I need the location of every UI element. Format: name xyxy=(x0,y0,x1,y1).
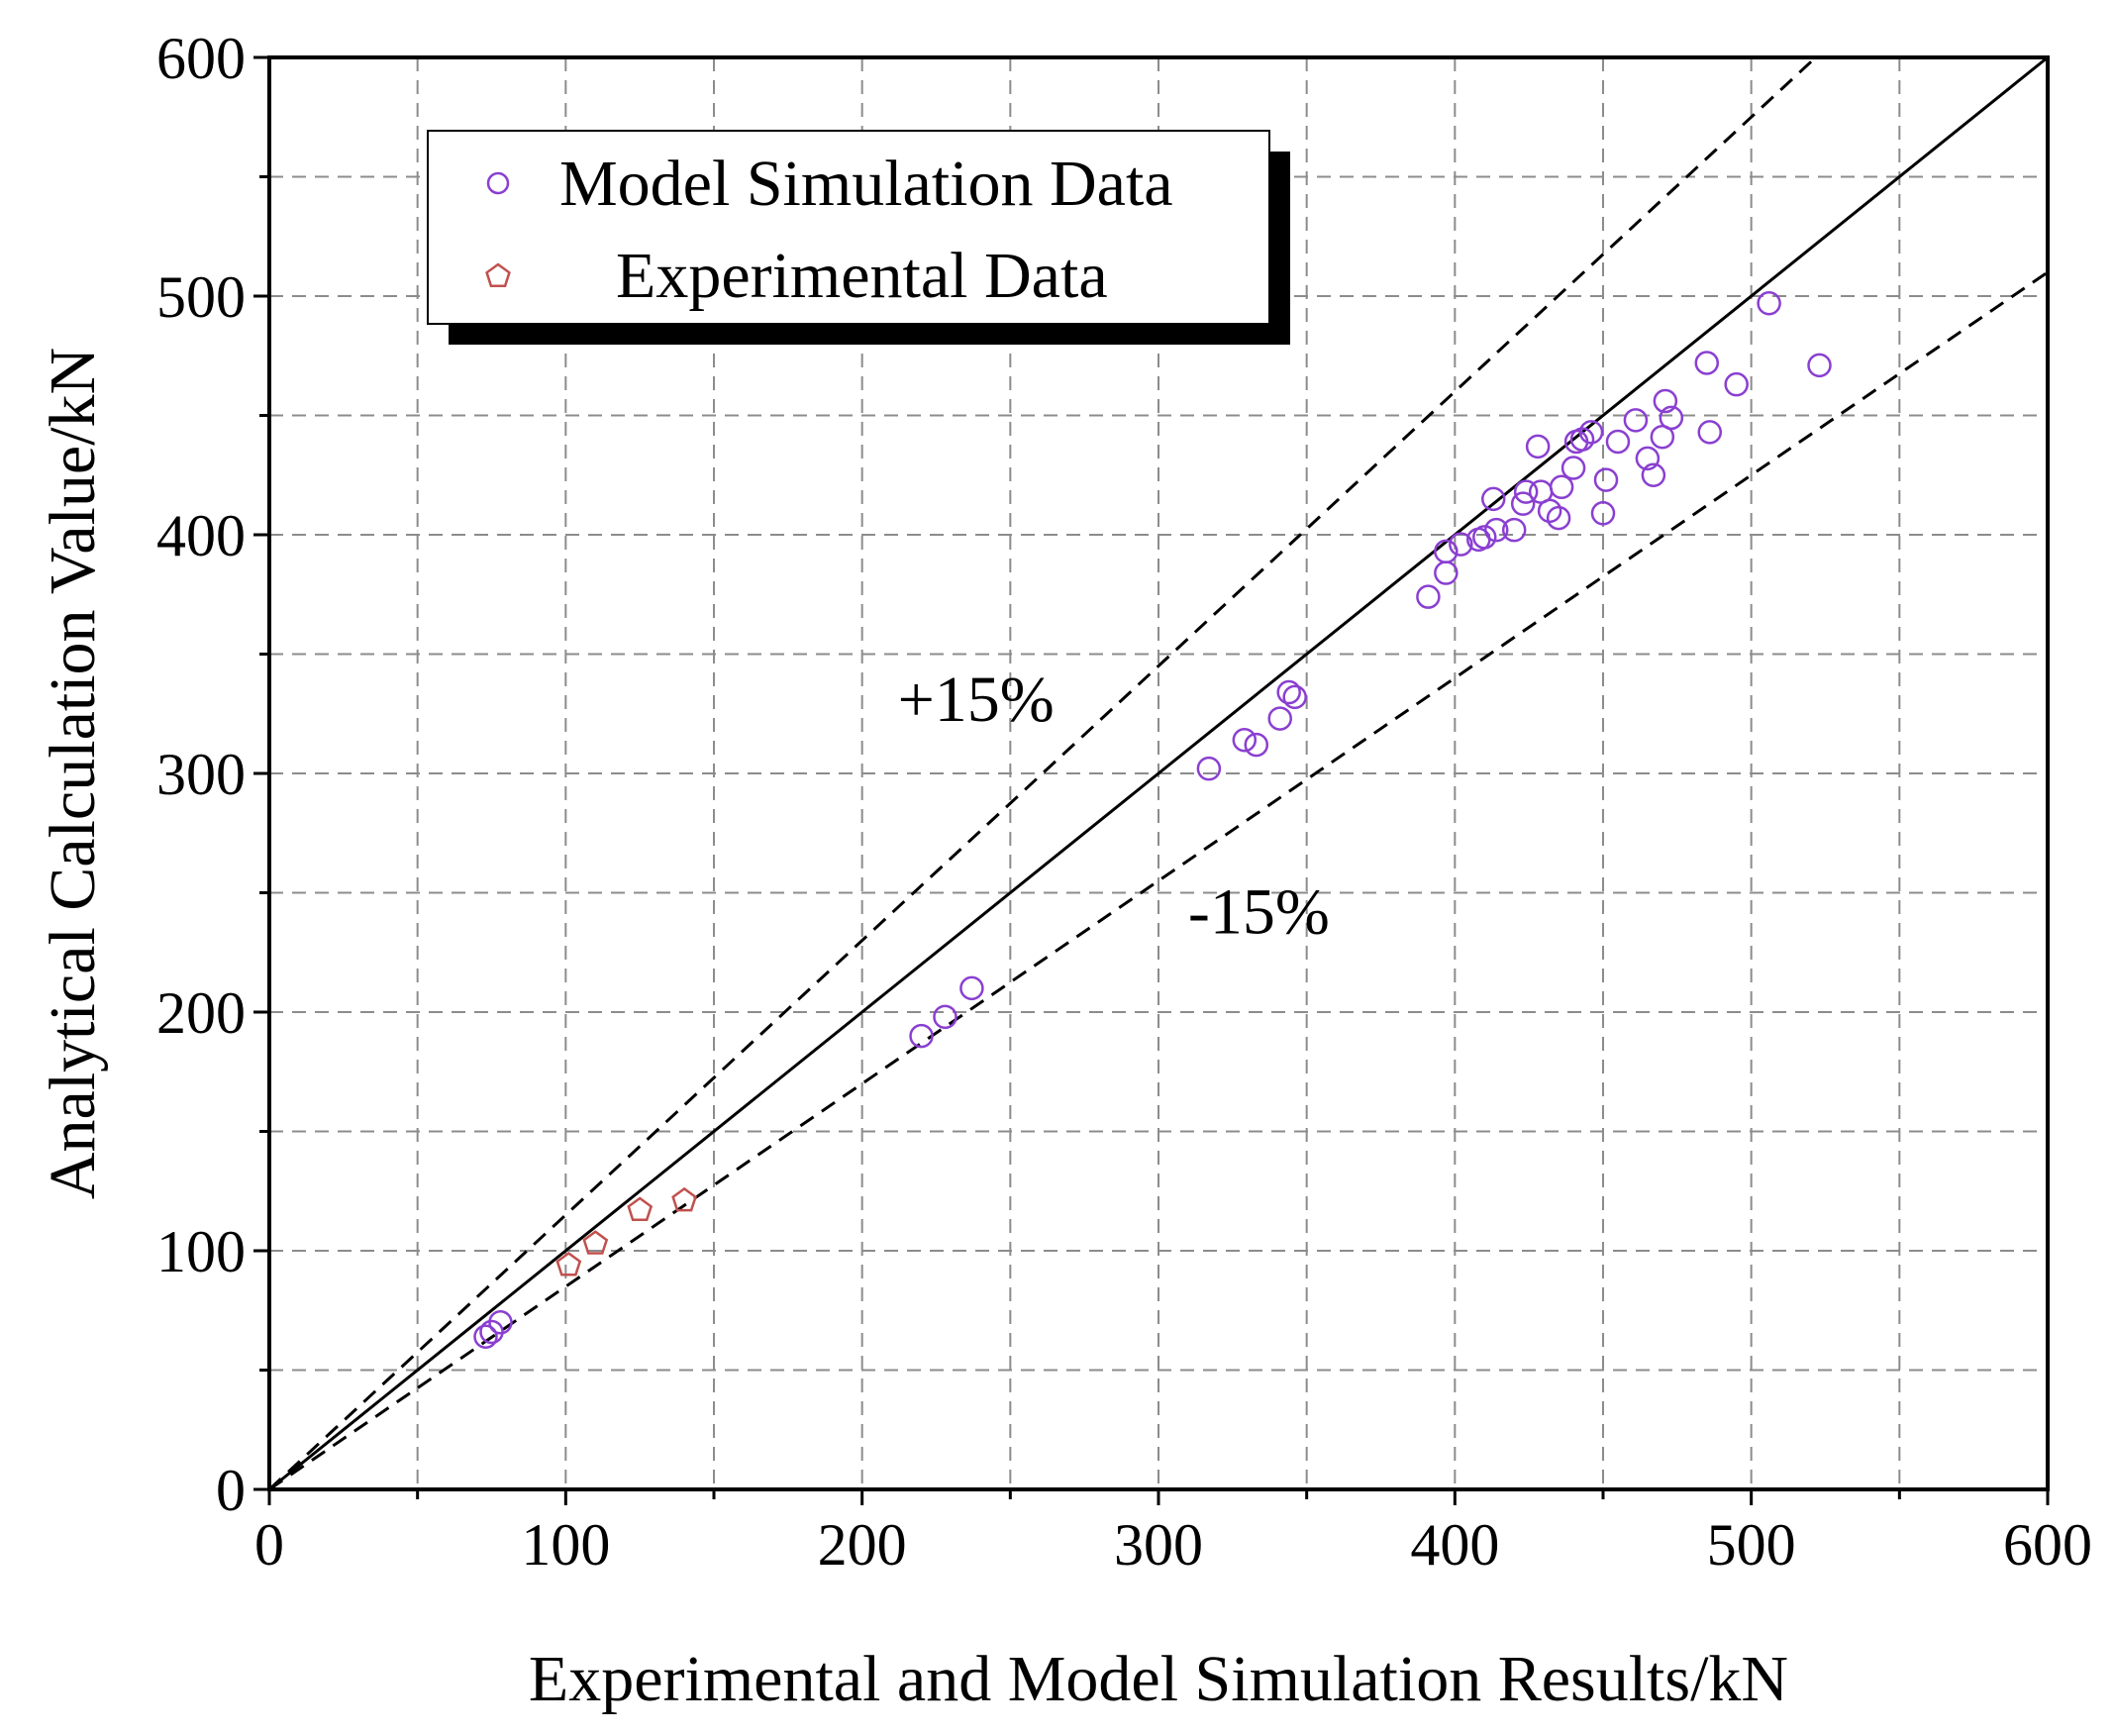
data-point-model xyxy=(1244,732,1269,758)
data-point-model xyxy=(1569,427,1595,452)
data-point-model xyxy=(1578,420,1604,445)
data-point-model xyxy=(1513,479,1539,504)
data-point-model xyxy=(1757,290,1781,316)
y-tick-label: 200 xyxy=(156,980,246,1046)
data-point-model xyxy=(1659,405,1684,431)
data-point-model xyxy=(1807,353,1832,378)
legend: Model Simulation Data Experimental Data xyxy=(427,130,1290,345)
y-tick-label: 500 xyxy=(156,264,246,330)
reference-lines xyxy=(267,55,2049,1491)
data-point-experimental xyxy=(671,1186,697,1212)
legend-marker-experimental xyxy=(485,262,511,287)
data-point-model xyxy=(1510,491,1536,516)
data-point-model xyxy=(1525,434,1551,460)
y-tick-label: 100 xyxy=(156,1219,246,1284)
data-point-model xyxy=(1549,474,1574,500)
data-point-model xyxy=(1623,408,1649,433)
data-point-model xyxy=(1590,501,1616,526)
legend-marker-model xyxy=(486,171,510,195)
data-point-experimental xyxy=(555,1251,582,1276)
tick-labels: 0 100 200 300 400 500 600 0 100 200 300 400 500 600 xyxy=(156,26,2092,1578)
data-point-model xyxy=(1483,517,1509,543)
data-point-model xyxy=(959,975,984,1001)
axis-ticks xyxy=(253,55,2050,1505)
data-point-model xyxy=(1501,517,1527,543)
data-point-experimental xyxy=(627,1196,654,1221)
data-point-model xyxy=(473,1324,498,1350)
data-point-model xyxy=(1196,756,1222,781)
x-tick-label: 0 xyxy=(254,1512,284,1578)
reference-line-15pct xyxy=(267,55,1817,1491)
data-point-model xyxy=(1560,456,1586,480)
annotations: +15% -15% xyxy=(898,664,1330,948)
data-point-model xyxy=(1416,584,1441,609)
data-point-experimental xyxy=(582,1230,609,1255)
y-tick-label: 0 xyxy=(216,1458,246,1523)
data-point-model xyxy=(933,1004,957,1030)
data-point-model xyxy=(1449,532,1473,557)
y-tick-label: 600 xyxy=(156,26,246,91)
data-point-model xyxy=(1724,371,1749,397)
annotation-label: -15% xyxy=(1188,875,1330,948)
data-point-model xyxy=(1697,420,1723,445)
x-tick-label: 300 xyxy=(1114,1512,1203,1578)
y-tick-label: 300 xyxy=(156,742,246,807)
data-point-model xyxy=(1605,429,1631,455)
data-point-model xyxy=(1635,446,1661,471)
data-point-model xyxy=(1472,525,1497,550)
annotation-label: +15% xyxy=(898,664,1055,736)
reference-line-1to1 xyxy=(268,55,2049,1491)
x-tick-label: 500 xyxy=(1707,1512,1796,1578)
data-point-model xyxy=(1282,684,1307,710)
x-tick-label: 600 xyxy=(2003,1512,2092,1578)
x-axis-title: Experimental and Model Simulation Result… xyxy=(529,1643,1788,1715)
legend-label-model: Model Simulation Data xyxy=(559,148,1173,220)
data-point-model xyxy=(1276,679,1301,705)
data-point-model xyxy=(1434,539,1459,564)
data-point-model xyxy=(1546,505,1571,531)
y-tick-label: 400 xyxy=(156,503,246,568)
x-tick-label: 400 xyxy=(1410,1512,1499,1578)
legend-label-experimental: Experimental Data xyxy=(616,240,1108,312)
data-point-model xyxy=(1694,351,1720,375)
data-points xyxy=(473,290,1832,1350)
data-point-model xyxy=(1653,388,1678,414)
data-point-model xyxy=(1593,467,1619,492)
data-point-model xyxy=(1267,706,1292,731)
x-tick-label: 200 xyxy=(818,1512,907,1578)
y-axis-title: Analytical Calculation Value/kN xyxy=(37,348,109,1199)
data-point-model xyxy=(909,1023,934,1049)
data-point-model xyxy=(1232,728,1258,753)
x-tick-label: 100 xyxy=(521,1512,610,1578)
data-point-model xyxy=(488,1310,513,1335)
data-point-model xyxy=(1641,462,1666,487)
data-point-model xyxy=(1537,498,1562,524)
data-point-model xyxy=(1480,486,1506,512)
legend-box xyxy=(427,130,1270,325)
